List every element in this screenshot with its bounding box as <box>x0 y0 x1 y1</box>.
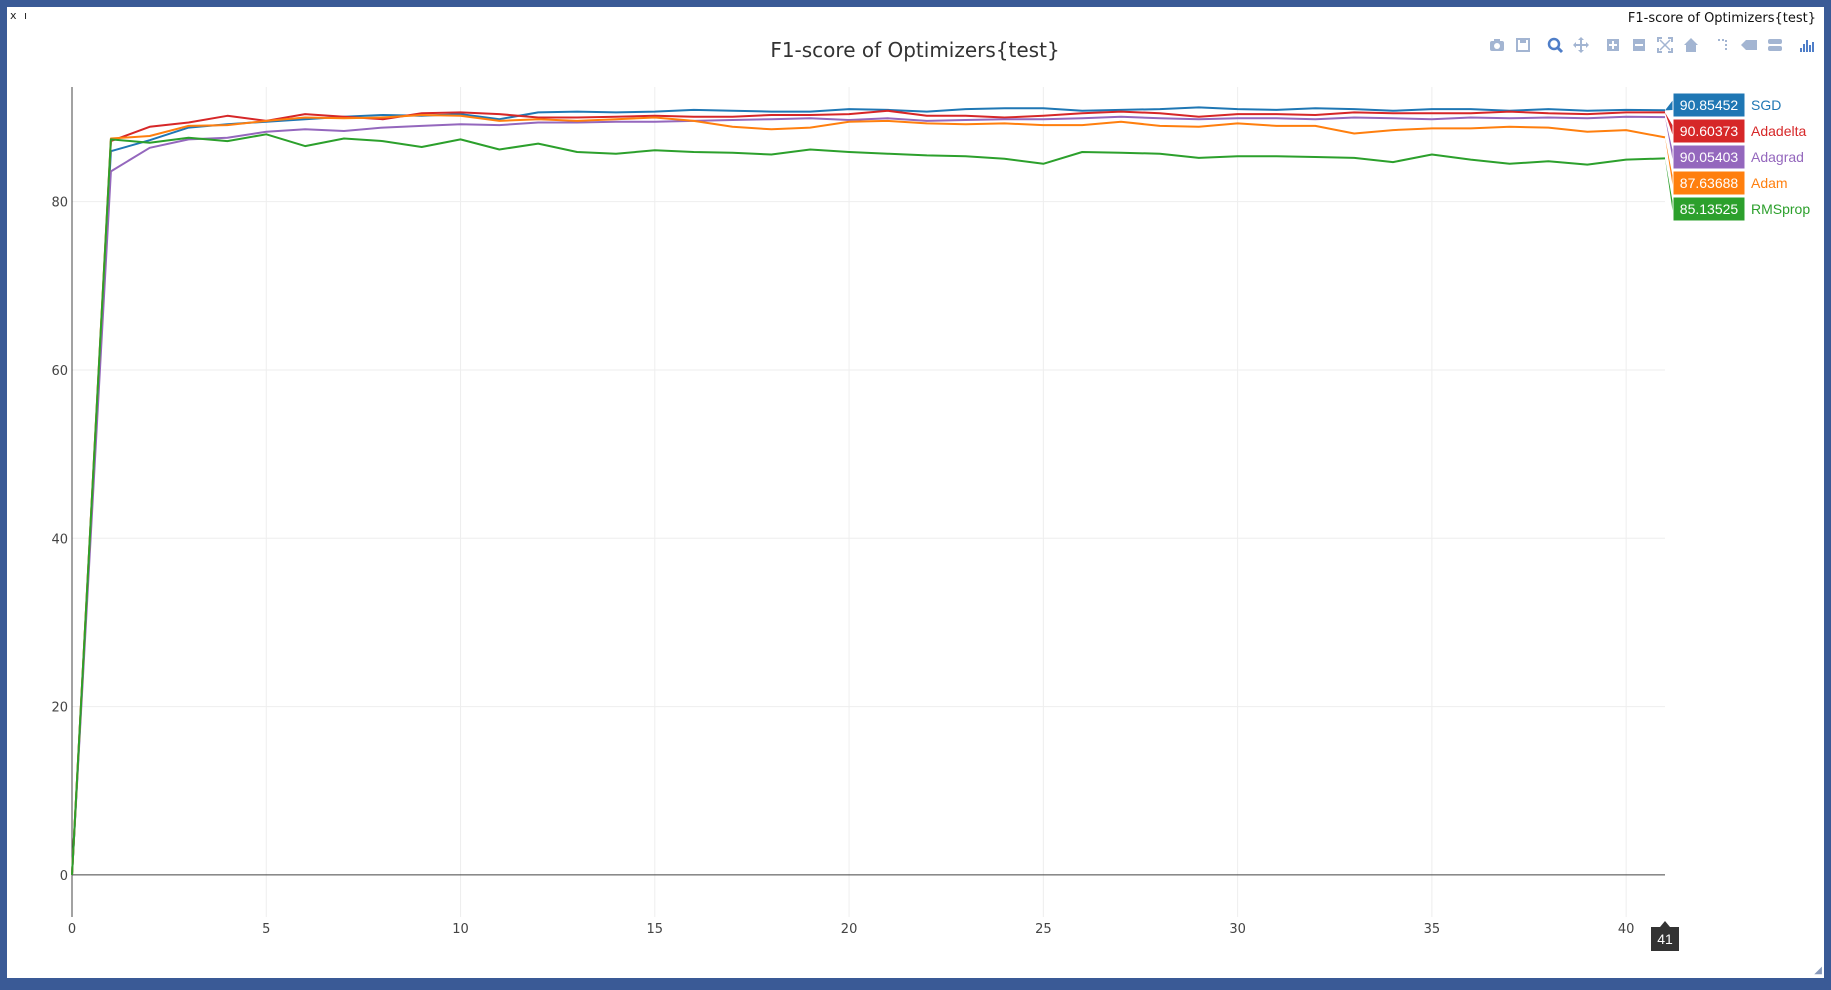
zoom-icon[interactable] <box>1544 34 1566 56</box>
x-tick-label: 5 <box>262 922 270 937</box>
x-tick-label: 25 <box>1035 922 1052 937</box>
pan-icon[interactable] <box>1570 34 1592 56</box>
hover-pointer <box>1665 112 1673 136</box>
x-hover-badge <box>1651 927 1679 951</box>
spike-lines-icon[interactable] <box>1712 34 1734 56</box>
hover-series-label: RMSprop <box>1751 201 1810 217</box>
hover-value-badge <box>1672 144 1746 170</box>
window-controls: x ı <box>10 9 29 22</box>
zoom-in-icon[interactable] <box>1602 34 1624 56</box>
x-tick-label: 35 <box>1424 922 1441 937</box>
hover-closest-icon[interactable] <box>1738 34 1760 56</box>
minimize-window-button[interactable]: ı <box>24 9 30 22</box>
hover-pointer <box>1665 158 1673 214</box>
x-hover-pointer <box>1660 921 1670 927</box>
x-tick-label: 40 <box>1618 922 1635 937</box>
series-line-adam[interactable] <box>71 114 1666 875</box>
resize-grip-icon[interactable]: ◢ <box>1814 965 1822 976</box>
y-tick-label: 20 <box>51 701 68 716</box>
y-tick-label: 0 <box>60 869 68 884</box>
x-tick-label: 30 <box>1229 922 1246 937</box>
series-line-sgd[interactable] <box>71 106 1666 875</box>
series-line-adagrad[interactable] <box>71 115 1666 875</box>
hover-pointer <box>1665 100 1673 111</box>
zoom-out-icon[interactable] <box>1628 34 1650 56</box>
chart-title: F1-score of Optimizers{test} <box>770 38 1059 62</box>
hover-value-text: 87.63688 <box>1680 175 1739 191</box>
hover-value-text: 85.13525 <box>1680 201 1739 217</box>
line-chart[interactable]: F1-score of Optimizers{test} 0 5 10 15 20 25 30… <box>7 7 1824 978</box>
reset-axes-icon[interactable] <box>1680 34 1702 56</box>
hover-series-label: Adadelta <box>1751 123 1806 139</box>
hover-series-label: Adam <box>1751 175 1788 191</box>
hover-pointer <box>1665 117 1673 162</box>
x-tick-label: 15 <box>647 922 664 937</box>
series-line-rmsprop[interactable] <box>71 133 1666 875</box>
modebar <box>1486 33 1818 57</box>
series-line-adadelta[interactable] <box>71 109 1665 875</box>
y-tick-label: 40 <box>51 532 68 547</box>
hover-value-badge <box>1672 170 1746 196</box>
hover-series-label: Adagrad <box>1751 149 1804 165</box>
plotly-logo-icon[interactable] <box>1796 34 1818 56</box>
hover-value-text: 90.85452 <box>1680 97 1739 113</box>
x-tick-label: 0 <box>68 922 76 937</box>
y-tick-label: 80 <box>51 196 68 211</box>
autoscale-icon[interactable] <box>1654 34 1676 56</box>
close-window-button[interactable]: x <box>10 9 19 22</box>
hover-compare-icon[interactable] <box>1764 34 1786 56</box>
y-tick-label: 60 <box>51 364 68 379</box>
plot-window: x ı F1-score of Optimizers{test} F1-scor… <box>7 7 1824 978</box>
x-tick-label: 20 <box>841 922 858 937</box>
hover-value-text: 90.60373 <box>1680 123 1739 139</box>
save-icon[interactable] <box>1512 34 1534 56</box>
hover-value-badge <box>1672 118 1746 144</box>
x-hover-value: 41 <box>1657 931 1673 947</box>
hover-value-badge <box>1672 92 1746 118</box>
hover-pointer <box>1665 137 1673 188</box>
hover-series-label: SGD <box>1751 97 1781 113</box>
camera-icon[interactable] <box>1486 34 1508 56</box>
hover-value-badge <box>1672 196 1746 222</box>
hover-value-text: 90.05403 <box>1680 149 1739 165</box>
window-title: F1-score of Optimizers{test} <box>1627 11 1816 26</box>
x-tick-label: 10 <box>452 922 469 937</box>
